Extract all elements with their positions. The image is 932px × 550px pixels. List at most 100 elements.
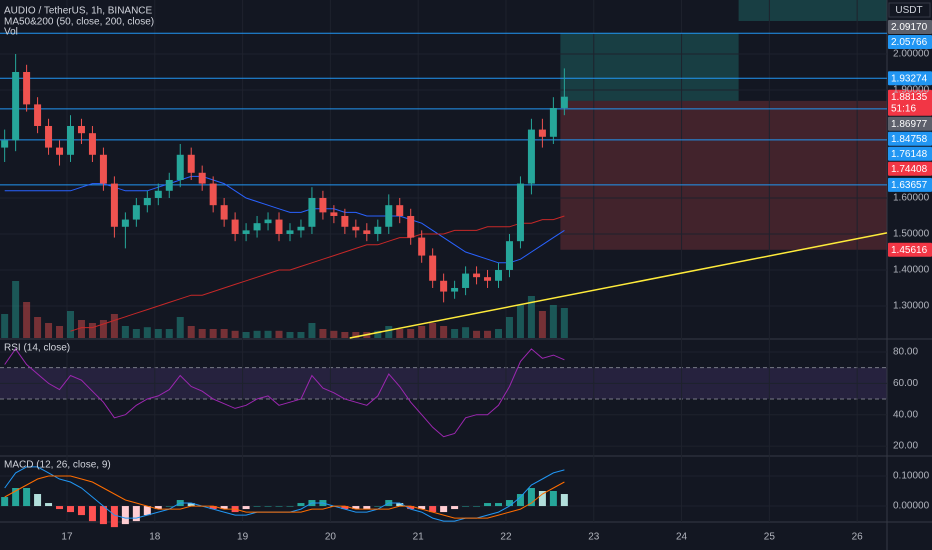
macd-histogram-bar [264,506,272,507]
candle-body [418,237,426,256]
price-tag-label: 1.74408 [891,164,928,175]
volume-bar [418,326,426,338]
price-tag [888,242,932,257]
candle-body [407,215,415,238]
candle-body [154,190,162,198]
volume-bar [220,329,228,338]
trendline [349,232,888,339]
candle-body [560,96,568,108]
x-tick-label: 20 [325,532,337,543]
volume-bar [132,329,140,338]
macd-histogram-bar [220,506,228,510]
currency-box [888,2,931,18]
candle-body [176,154,184,180]
macd-histogram-bar [275,506,283,507]
volume-bar [154,329,162,338]
chart-title: AUDIO / TetherUS, 1h, BINANCE [4,6,153,17]
x-tick-label: 17 [61,532,73,543]
price-tag-label: 1.45616 [891,245,928,256]
macd-histogram-bar [538,491,546,507]
price-tag-label: 2.05766 [891,37,928,48]
y-tick-label: 1.90000 [893,85,930,96]
volume-bar [176,317,184,338]
price-tag [888,20,932,34]
candle-body [253,223,261,231]
volume-bar [341,332,349,338]
x-tick-label: 22 [500,532,512,543]
y-tick-label: 80.00 [893,347,918,358]
volume-bar [56,326,64,338]
y-tick-label: 60.00 [893,378,918,389]
price-tag [888,35,932,49]
volume-bar [385,326,393,338]
candle-body [363,230,371,234]
macd-histogram-bar [165,506,173,507]
candle-body [330,212,338,216]
volume-bar [516,305,524,338]
candle-body [99,154,107,184]
macd-histogram-bar [77,506,85,516]
macd-histogram-bar [110,506,118,528]
candle-body [23,71,31,105]
candle-body [132,205,140,220]
volume-bar [330,330,338,338]
macd-histogram-bar [495,503,503,507]
labels-layer: 17 18 19 20 21 22 23 24 25 26 2.00000 1.90000 1.6000… [4,6,930,543]
volume-bar [352,332,360,338]
currency-label: USDT [895,5,922,16]
macd-histogram-bar [451,506,459,510]
macd-histogram-bar [154,506,162,510]
x-tick-label: 25 [764,532,776,543]
y-tick-label: 1.50000 [893,229,930,240]
volume-bar [538,311,546,338]
candle-body [352,226,360,231]
indicator-label: MA50&200 (50, close, 200, close) [4,17,154,28]
volume-bar [45,323,53,338]
macd-histogram-bar [88,506,96,522]
price-tag-label: 1.86977 [891,119,928,130]
candle-body [110,183,118,227]
macd-histogram-bar [484,503,492,507]
volume-bar [77,320,85,338]
candle-body [56,147,64,155]
volume-bar [209,329,217,338]
macd-histogram-bar [253,506,261,507]
macd-histogram-bar [143,506,151,516]
volume-bar [23,302,31,338]
candle-body [440,280,448,292]
price-tag [888,71,932,86]
candle-body [45,125,53,148]
volume-bar [396,329,404,338]
y-tick-label: 40.00 [893,409,918,420]
volume-bar [88,323,96,338]
macd-histogram-bar [352,506,360,510]
price-tag [888,177,932,192]
candle-body [462,273,470,288]
indicator-label: Vol [4,27,18,38]
price-tag [888,161,932,176]
macd-histogram-bar [66,506,74,513]
macd-histogram-bar [56,506,64,510]
candle-body [495,269,503,281]
volume-bar [429,323,437,338]
x-tick-label: 26 [852,532,864,543]
y-tick-label: 20.00 [893,441,918,452]
candle-body [34,104,42,126]
position-zone [738,0,887,21]
price-tag-label: 1.88135 [891,92,928,103]
position-zone [560,33,739,101]
candle-body [165,179,173,191]
candle-body [77,125,85,134]
candle-body [385,205,393,227]
rsi-line [4,348,565,438]
macd-histogram-bar [121,506,129,525]
volume-bar [319,329,327,338]
volume-bar [286,332,294,338]
candle-body [396,205,404,216]
candle-body [374,226,382,234]
macd-histogram-bar [45,503,53,507]
candle-body [505,241,513,270]
macd-histogram-bar [505,500,513,507]
